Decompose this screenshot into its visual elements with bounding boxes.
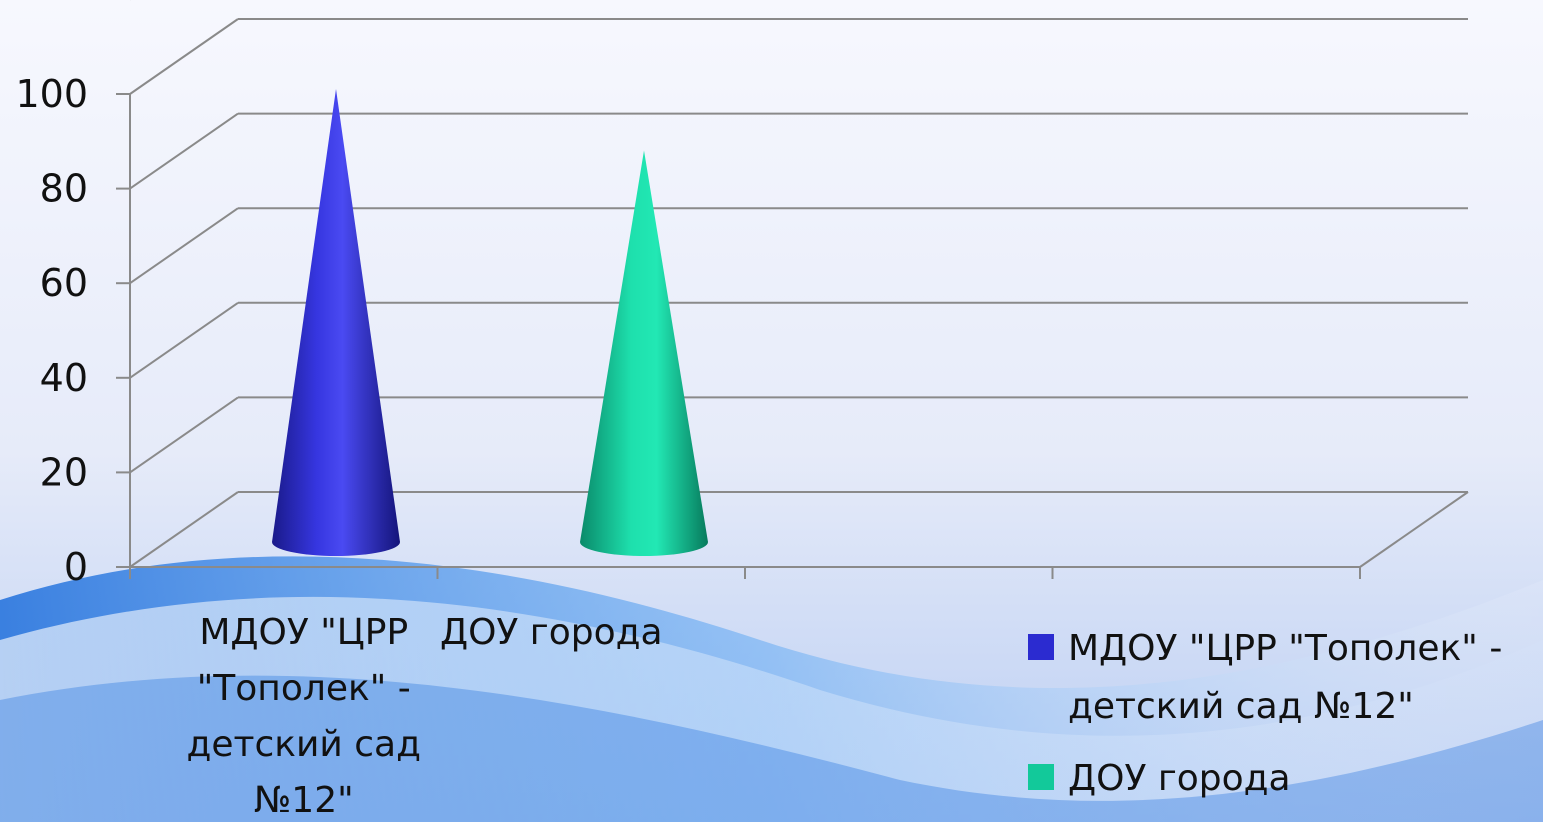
x-category-label-line: МДОУ "ЦРР bbox=[199, 612, 408, 653]
x-category-label-line: детский сад bbox=[186, 724, 421, 765]
legend-entry-label-line: детский сад №12" bbox=[1068, 686, 1414, 727]
axes-layer bbox=[116, 0, 1469, 579]
cone-bar bbox=[580, 150, 708, 557]
legend-entry-label-line: МДОУ "ЦРР "Тополек" - bbox=[1068, 628, 1502, 669]
gridline-depth bbox=[129, 491, 239, 568]
legend-entry-label: МДОУ "ЦРР "Тополек" - детский сад №12" bbox=[1068, 628, 1502, 727]
legend: МДОУ "ЦРР "Тополек" - детский сад №12" ДОУ… bbox=[1028, 628, 1502, 799]
x-category-label: ДОУ города bbox=[440, 612, 663, 653]
gridline-depth bbox=[129, 18, 239, 95]
legend-entry-label: ДОУ города bbox=[1068, 758, 1291, 799]
legend-swatch bbox=[1028, 634, 1054, 660]
x-category-label-line: ДОУ города bbox=[440, 612, 663, 653]
cones-layer bbox=[272, 89, 708, 557]
x-category-label: МДОУ "ЦРР "Тополек" - детский сад №12" bbox=[186, 612, 421, 821]
x-category-label-line: "Тополек" - bbox=[197, 668, 411, 709]
background-wave-light bbox=[0, 596, 1543, 822]
floor-right-edge bbox=[1359, 491, 1469, 568]
y-tick-label: 0 bbox=[64, 545, 88, 589]
legend-swatch bbox=[1028, 764, 1054, 790]
gridline-depth bbox=[129, 112, 239, 190]
y-tick-label: 100 bbox=[15, 72, 88, 116]
gridline-depth bbox=[129, 207, 239, 285]
y-tick-label: 20 bbox=[40, 450, 88, 494]
y-tick-label: 80 bbox=[40, 167, 88, 211]
x-category-label-line: №12" bbox=[254, 780, 354, 821]
y-tick-label: 60 bbox=[40, 261, 88, 305]
legend-entry-label-line: ДОУ города bbox=[1068, 758, 1291, 799]
cone-bar bbox=[272, 89, 400, 556]
labels-layer: 0 20 40 60 80 100 МДОУ "ЦРР "Тополек" - детский … bbox=[15, 72, 662, 821]
background-wave-dark-2 bbox=[0, 675, 1543, 822]
gridline-depth bbox=[129, 301, 239, 379]
gridline-depth bbox=[129, 396, 239, 474]
y-tick-label: 40 bbox=[40, 356, 88, 400]
